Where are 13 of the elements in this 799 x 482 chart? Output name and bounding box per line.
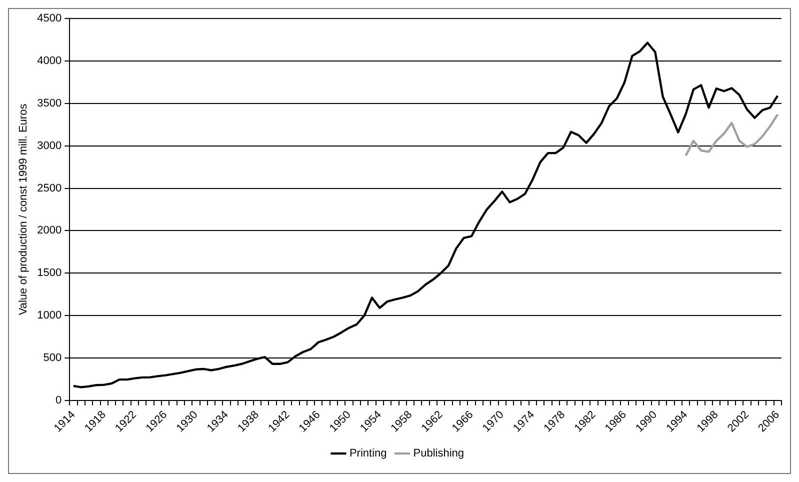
y-tick-label: 500 [43,352,62,364]
y-tick-label: 0 [56,394,62,406]
y-tick-label: 2000 [37,224,62,237]
legend-label: Printing [349,448,387,460]
y-tick-label: 4500 [37,12,62,25]
y-tick-label: 3500 [37,97,62,110]
y-tick-label: 4000 [37,55,62,68]
y-tick-label: 1000 [37,310,62,322]
y-tick-label: 1500 [37,267,62,280]
y-tick-label: 2500 [37,182,62,194]
y-tick-label: 3000 [37,140,62,152]
y-axis-title: Value of production / const 1999 mill. Euros [18,103,30,316]
legend-label: Publishing [413,448,464,460]
